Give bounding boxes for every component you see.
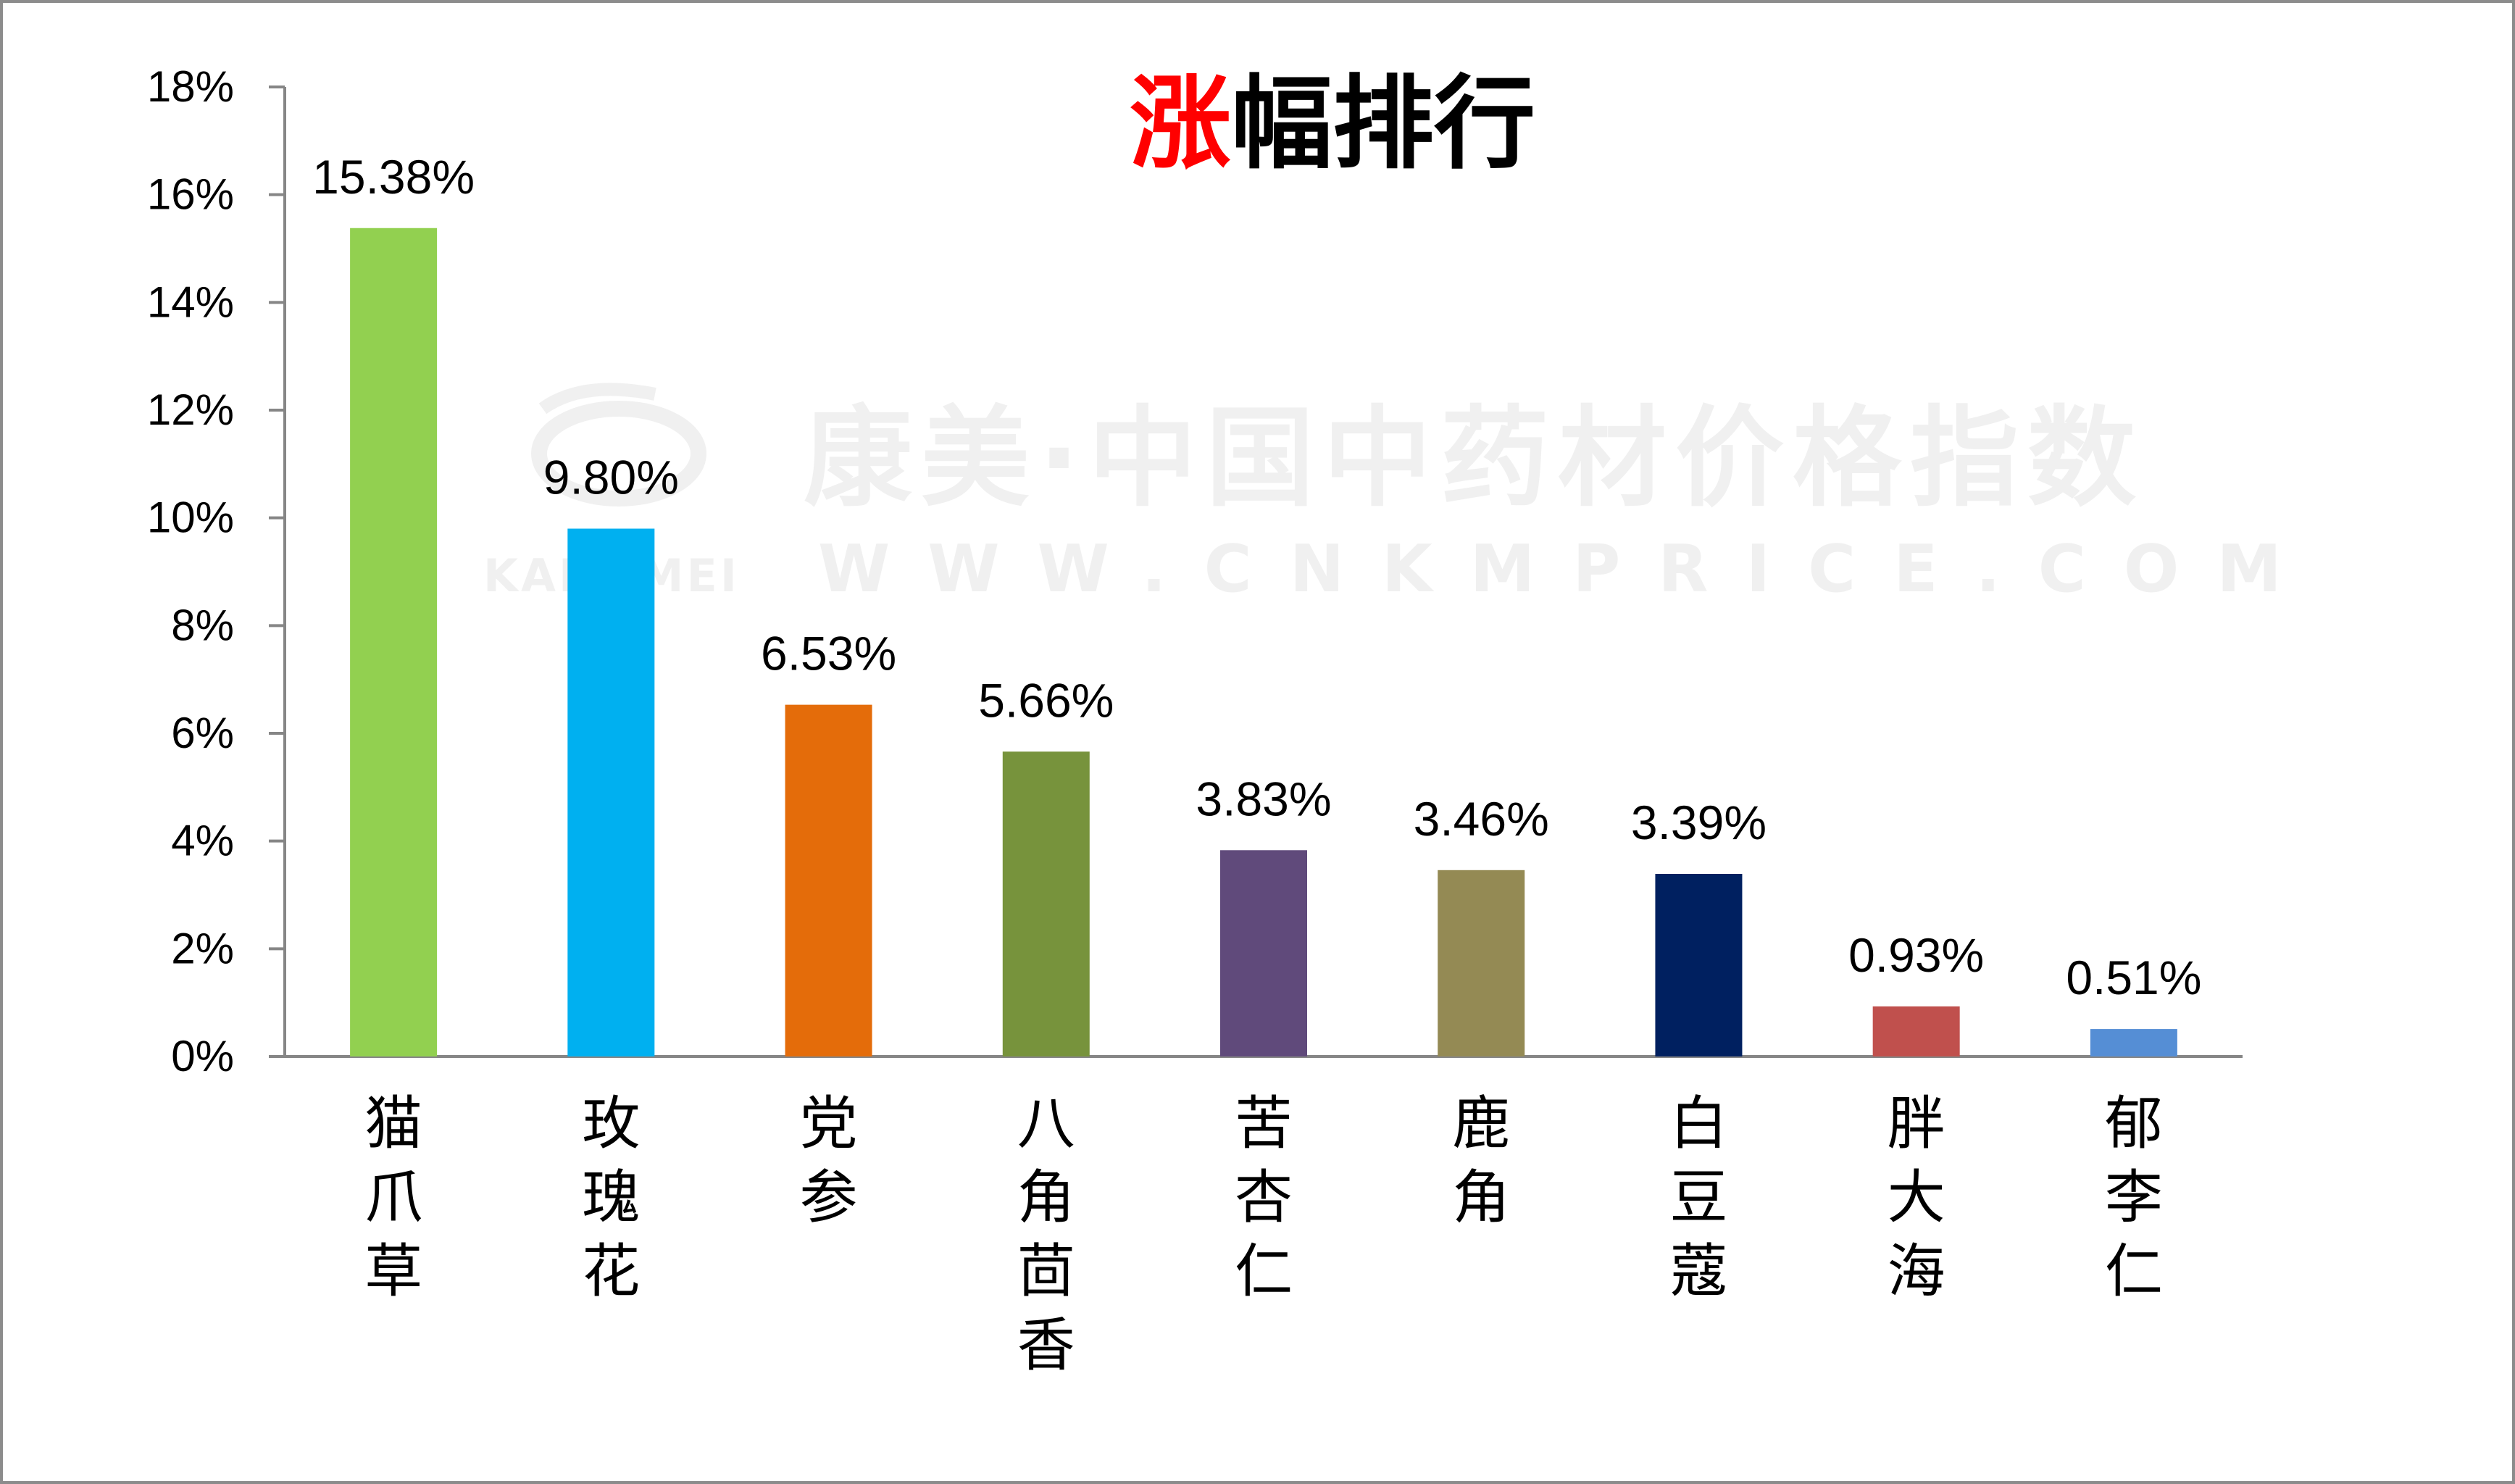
data-label: 0.51% <box>2066 951 2201 1004</box>
category-label: 党参 <box>800 1090 858 1231</box>
data-label: 9.80% <box>543 451 679 504</box>
data-label: 6.53% <box>761 627 896 680</box>
category-label: 猫爪草 <box>364 1090 422 1305</box>
y-tick-label: 2% <box>171 924 234 972</box>
data-labels: 15.38% 9.80% 6.53% 5.66% 3.83% 3.46% 3.39% 0.93… <box>312 150 2201 1004</box>
watermark: 康美·中国中药材价格指数 KANGMEI WWW.CNKMPRICE.COM <box>483 383 2319 607</box>
y-tick-label: 6% <box>171 709 234 757</box>
category-label: 苦杏仁 <box>1235 1090 1293 1305</box>
data-label: 3.46% <box>1414 792 1549 846</box>
bar <box>1002 751 1090 1056</box>
bar-chart: 康美·中国中药材价格指数 KANGMEI WWW.CNKMPRICE.COM 涨… <box>147 62 2319 1379</box>
y-tick-label: 0% <box>171 1032 234 1080</box>
bar <box>567 528 655 1056</box>
watermark-text: 康美·中国中药材价格指数 <box>804 396 2145 522</box>
y-tick-label: 14% <box>147 278 234 326</box>
category-labels: 猫爪草 玫瑰花 党参 八角茴香 苦杏仁 鹿角 白豆蔻 胖大海 郁李仁 <box>364 1090 2163 1379</box>
chart-title-highlight: 涨 <box>1130 64 1231 183</box>
bars <box>350 228 2177 1057</box>
y-tick-label: 18% <box>147 62 234 111</box>
bar <box>785 704 872 1056</box>
category-label: 白豆蔻 <box>1669 1090 1727 1305</box>
category-label: 八角茴香 <box>1017 1090 1075 1379</box>
data-label: 3.83% <box>1196 772 1331 825</box>
y-ticks: 0% 2% 4% 6% 8% 10% 12% 14% 16% 18% <box>147 62 285 1080</box>
data-label: 3.39% <box>1631 796 1767 849</box>
bar <box>1220 850 1307 1056</box>
watermark-logo-icon <box>531 383 706 507</box>
bar <box>1872 1006 1960 1056</box>
data-label: 0.93% <box>1848 928 1984 982</box>
bar <box>2090 1029 2177 1056</box>
watermark-url: WWW.CNKMPRICE.COM <box>818 531 2319 607</box>
bar <box>1655 874 1743 1056</box>
chart-title: 涨幅排行 <box>1130 64 1535 183</box>
category-label: 胖大海 <box>1888 1090 1945 1305</box>
y-tick-label: 10% <box>147 493 234 542</box>
data-label: 15.38% <box>312 150 475 204</box>
y-tick-label: 8% <box>171 601 234 649</box>
chart-title-rest: 幅排行 <box>1231 64 1535 183</box>
bar <box>1438 870 1525 1056</box>
bar <box>350 228 438 1057</box>
y-tick-label: 4% <box>171 817 234 865</box>
category-label: 郁李仁 <box>2105 1090 2163 1305</box>
category-label: 玫瑰花 <box>582 1090 640 1305</box>
data-label: 5.66% <box>978 673 1114 727</box>
category-label: 鹿角 <box>1452 1090 1510 1231</box>
y-tick-label: 12% <box>147 385 234 434</box>
y-tick-label: 16% <box>147 170 234 219</box>
